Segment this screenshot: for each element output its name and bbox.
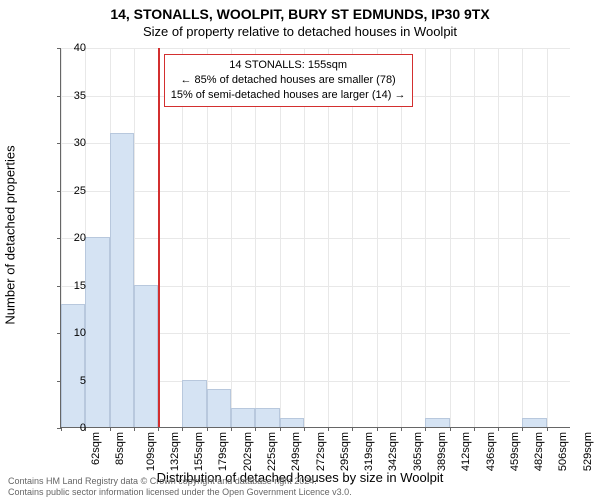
ytick-label: 0 <box>56 422 86 434</box>
ytick-label: 30 <box>56 137 86 149</box>
histogram-bar <box>522 418 546 428</box>
xtick-label: 529sqm <box>582 432 594 471</box>
grid-h <box>61 143 570 144</box>
xtick-label: 459sqm <box>509 432 521 471</box>
histogram-bar <box>85 237 109 427</box>
title-sub: Size of property relative to detached ho… <box>0 22 600 43</box>
plot-region: 14 STONALLS: 155sqm← 85% of detached hou… <box>60 48 570 428</box>
grid-v <box>498 48 499 427</box>
xtick-label: 389sqm <box>436 432 448 471</box>
xtick-mark <box>450 427 451 431</box>
ytick-label: 25 <box>56 185 86 197</box>
xtick-label: 319sqm <box>363 432 375 471</box>
grid-h <box>61 191 570 192</box>
xtick-mark <box>182 427 183 431</box>
ytick-label: 35 <box>56 90 86 102</box>
xtick-mark <box>522 427 523 431</box>
xtick-mark <box>304 427 305 431</box>
xtick-mark <box>255 427 256 431</box>
xtick-label: 342sqm <box>388 432 400 471</box>
title-main: 14, STONALLS, WOOLPIT, BURY ST EDMUNDS, … <box>0 0 600 22</box>
xtick-mark <box>377 427 378 431</box>
xtick-mark <box>498 427 499 431</box>
grid-v <box>522 48 523 427</box>
xtick-label: 179sqm <box>218 432 230 471</box>
xtick-label: 365sqm <box>412 432 424 471</box>
grid-h <box>61 238 570 239</box>
xtick-mark <box>134 427 135 431</box>
xtick-mark <box>352 427 353 431</box>
grid-v <box>450 48 451 427</box>
xtick-mark <box>425 427 426 431</box>
chart-area: 14 STONALLS: 155sqm← 85% of detached hou… <box>60 48 570 428</box>
xtick-label: 132sqm <box>169 432 181 471</box>
ytick-label: 40 <box>56 42 86 54</box>
xtick-mark <box>207 427 208 431</box>
ytick-label: 5 <box>56 375 86 387</box>
xtick-label: 155sqm <box>193 432 205 471</box>
annotation-box: 14 STONALLS: 155sqm← 85% of detached hou… <box>164 54 413 107</box>
histogram-bar <box>134 285 158 428</box>
xtick-mark <box>547 427 548 431</box>
xtick-label: 506sqm <box>558 432 570 471</box>
footer-attribution: Contains HM Land Registry data © Crown c… <box>8 476 352 498</box>
footer-line2: Contains public sector information licen… <box>8 487 352 498</box>
annotation-line: 15% of semi-detached houses are larger (… <box>171 88 406 103</box>
annotation-line: 14 STONALLS: 155sqm <box>171 58 406 73</box>
xtick-label: 62sqm <box>90 432 102 465</box>
xtick-mark <box>110 427 111 431</box>
xtick-label: 436sqm <box>485 432 497 471</box>
xtick-label: 109sqm <box>145 432 157 471</box>
histogram-bar <box>231 408 255 427</box>
histogram-bar <box>280 418 304 428</box>
grid-v <box>474 48 475 427</box>
histogram-bar <box>207 389 231 427</box>
footer-line1: Contains HM Land Registry data © Crown c… <box>8 476 352 487</box>
grid-v <box>547 48 548 427</box>
xtick-mark <box>231 427 232 431</box>
histogram-bar <box>61 304 85 428</box>
xtick-label: 272sqm <box>315 432 327 471</box>
xtick-label: 85sqm <box>114 432 126 465</box>
ytick-label: 10 <box>56 327 86 339</box>
y-axis-label: Number of detached properties <box>3 145 18 324</box>
xtick-mark <box>474 427 475 431</box>
reference-line <box>158 48 160 427</box>
xtick-label: 249sqm <box>290 432 302 471</box>
grid-h <box>61 48 570 49</box>
xtick-mark <box>280 427 281 431</box>
xtick-label: 295sqm <box>339 432 351 471</box>
xtick-label: 225sqm <box>266 432 278 471</box>
xtick-mark <box>328 427 329 431</box>
xtick-label: 412sqm <box>460 432 472 471</box>
xtick-label: 202sqm <box>242 432 254 471</box>
grid-v <box>425 48 426 427</box>
xtick-label: 482sqm <box>533 432 545 471</box>
histogram-bar <box>255 408 279 427</box>
annotation-line: ← 85% of detached houses are smaller (78… <box>171 73 406 88</box>
ytick-label: 20 <box>56 232 86 244</box>
histogram-bar <box>110 133 134 428</box>
xtick-mark <box>158 427 159 431</box>
histogram-bar <box>182 380 206 428</box>
xtick-mark <box>401 427 402 431</box>
ytick-label: 15 <box>56 280 86 292</box>
histogram-bar <box>425 418 449 428</box>
